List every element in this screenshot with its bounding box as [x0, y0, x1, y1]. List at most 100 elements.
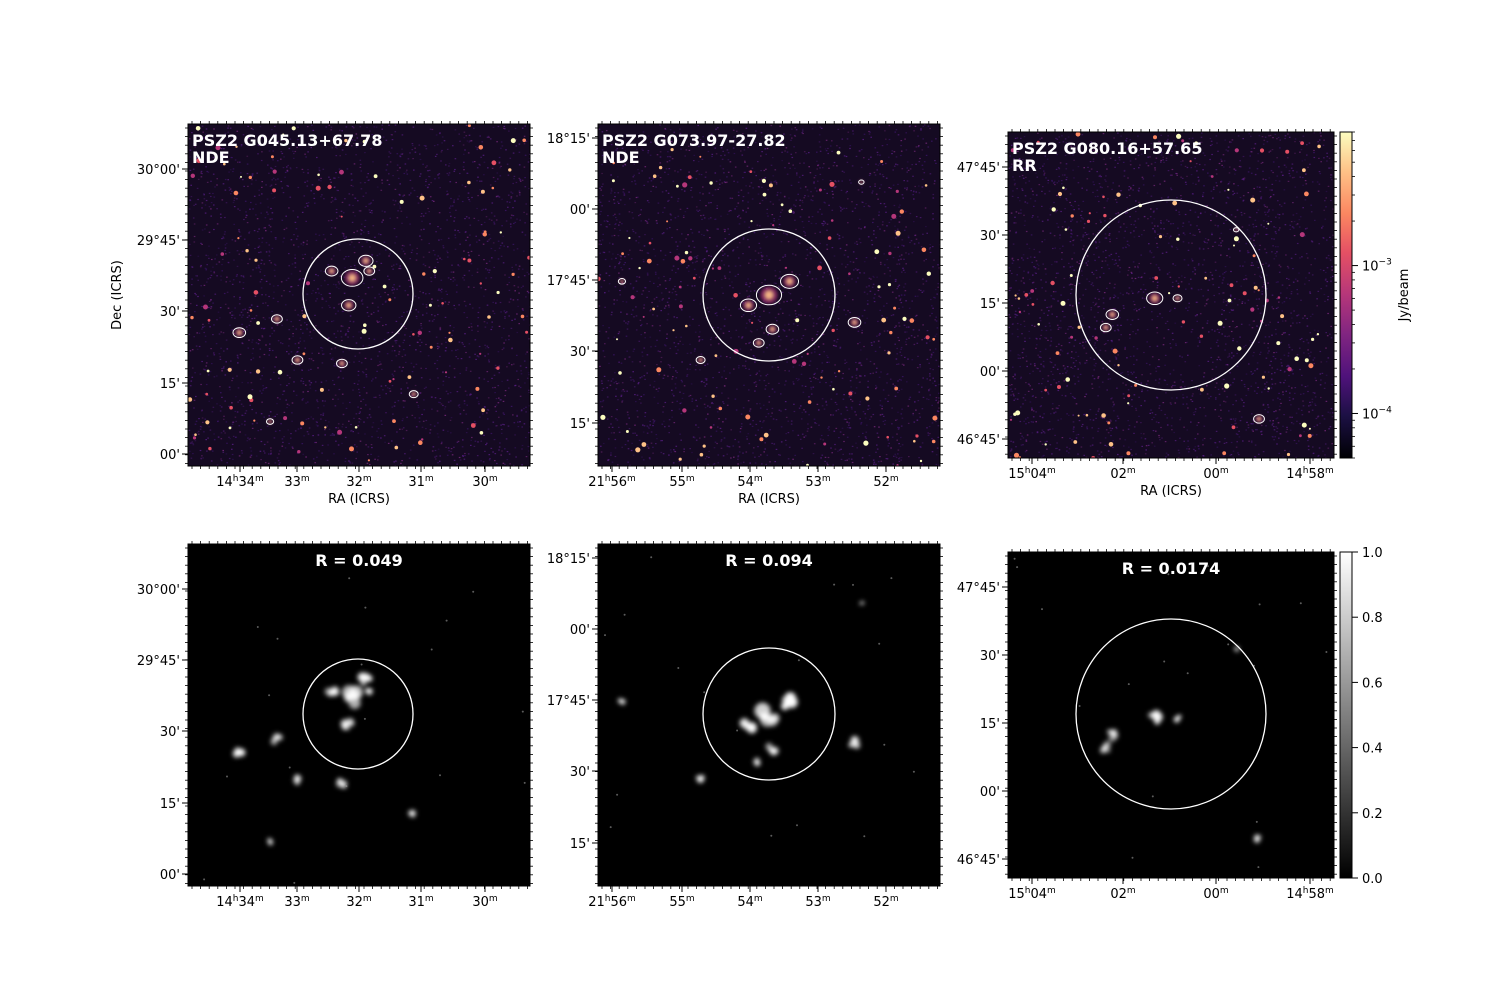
faint-specks [1013, 557, 1328, 869]
noise-texture [598, 124, 940, 466]
x-tick-label: 32m [346, 474, 371, 490]
panel-title-line: RR [1012, 156, 1037, 175]
panel-title-line: PSZ2 G080.16+57.65 [1012, 139, 1202, 158]
x-tick-label: 14h34m [216, 894, 264, 910]
panel-title-line: NDE [602, 148, 640, 167]
x-axis-label: RA (ICRS) [738, 492, 800, 507]
panel-title-line: R = 0.0174 [1122, 559, 1221, 578]
minor-ticks [595, 541, 943, 889]
diffuse-emission [1102, 228, 1263, 423]
plot-frame [1007, 131, 1335, 459]
diffuse-emission [619, 180, 864, 363]
minor-ticks [1005, 549, 1337, 881]
minor-ticks [595, 121, 943, 469]
colorbar-top-tick-label: 10−4 [1362, 405, 1392, 422]
y-tick-label: 30' [570, 345, 590, 360]
panel-4: R = 0.049 14h34m 33m 32m 31m 30m 30°00' 29°45' 3… [137, 541, 533, 910]
point-sources [1009, 132, 1321, 458]
minor-ticks [185, 121, 533, 469]
cluster-circle [702, 228, 836, 362]
y-tick-label: 18°15' [547, 552, 590, 567]
x-tick-label: 30m [472, 894, 497, 910]
y-tick-label: 00' [570, 203, 590, 218]
panel-title-line: R = 0.049 [315, 551, 402, 570]
y-tick-label: 15' [160, 797, 180, 812]
colorbar-bottom-tick-label: 0.8 [1362, 611, 1383, 626]
y-tick-label: 30' [160, 725, 180, 740]
probability-map [188, 544, 530, 886]
colorbar-top-tick-label: 10−3 [1362, 258, 1392, 275]
x-axis-label: RA (ICRS) [328, 492, 390, 507]
y-tick-label: 30' [980, 649, 1000, 664]
minor-ticks [185, 541, 533, 889]
x-tick-label: 33m [284, 894, 309, 910]
contours [617, 179, 865, 364]
colorbar-bottom: 0.0 0.2 0.4 0.6 0.8 1.0 [1339, 546, 1383, 887]
panel-title-line: NDE [192, 148, 230, 167]
x-tick-label: 14h58m [1286, 466, 1334, 482]
colorbar-bottom-tick-label: 1.0 [1362, 546, 1383, 561]
x-tick-label: 02m [1110, 886, 1135, 902]
y-tick-label: 17°45' [547, 694, 590, 709]
image-background [1008, 132, 1334, 458]
radio-image [598, 124, 940, 466]
y-tick-label: 00' [980, 365, 1000, 380]
colorbar-bottom-tick-label: 0.6 [1362, 676, 1383, 691]
radio-image [1008, 132, 1334, 458]
x-tick-label: 14h34m [216, 474, 264, 490]
point-sources [598, 148, 938, 466]
x-tick-label: 32m [346, 894, 371, 910]
contours [232, 254, 419, 425]
y-tick-label: 30' [570, 765, 590, 780]
probability-map [1008, 552, 1334, 878]
probability-map [598, 544, 940, 886]
y-tick-label: 00' [160, 448, 180, 463]
plot-frame [597, 543, 941, 887]
image-background [188, 544, 530, 886]
x-tick-label: 21h56m [588, 894, 636, 910]
y-tick-label: 30°00' [137, 583, 180, 598]
y-tick-label: 47°45' [957, 161, 1000, 176]
radio-image [188, 124, 530, 466]
x-tick-label: 33m [284, 474, 309, 490]
y-tick-label: 46°45' [957, 853, 1000, 868]
x-axis-label: RA (ICRS) [1140, 484, 1202, 499]
y-tick-label: 29°45' [137, 234, 180, 249]
probability-blobs [232, 672, 417, 846]
probability-blobs [617, 601, 865, 783]
image-background [1008, 552, 1334, 878]
minor-ticks [1005, 129, 1337, 461]
x-tick-label: 00m [1203, 886, 1228, 902]
x-tick-label: 54m [737, 474, 762, 490]
y-tick-label: 30°00' [137, 163, 180, 178]
panel-6: R = 0.0174 15h04m 02m 00m 14h58m 47°45' 30' 15'… [957, 549, 1337, 902]
x-tick-label: 54m [737, 894, 762, 910]
faint-specks [203, 577, 526, 884]
x-tick-label: 00m [1203, 466, 1228, 482]
y-tick-label: 15' [160, 377, 180, 392]
y-tick-label: 00' [570, 623, 590, 638]
noise-texture [1008, 132, 1334, 458]
plot-frame [597, 123, 941, 467]
point-sources [188, 124, 530, 462]
faint-specks [604, 556, 915, 838]
noise-texture [188, 124, 530, 466]
y-tick-label: 15' [980, 717, 1000, 732]
y-tick-label: 46°45' [957, 433, 1000, 448]
image-background [188, 124, 530, 466]
panel-title-line: PSZ2 G073.97-27.82 [602, 131, 786, 150]
panel-title-line: R = 0.094 [725, 551, 812, 570]
colorbar-top: 10−3 10−4 Jy/beam [1339, 131, 1412, 459]
colorbar-bottom-tick-label: 0.2 [1362, 807, 1383, 822]
y-tick-label: 30' [160, 305, 180, 320]
y-tick-label: 29°45' [137, 654, 180, 669]
cluster-circle [302, 658, 414, 770]
y-tick-label: 00' [980, 785, 1000, 800]
cluster-circle [1075, 199, 1267, 391]
x-tick-label: 15h04m [1008, 466, 1056, 482]
contours [1099, 227, 1265, 424]
